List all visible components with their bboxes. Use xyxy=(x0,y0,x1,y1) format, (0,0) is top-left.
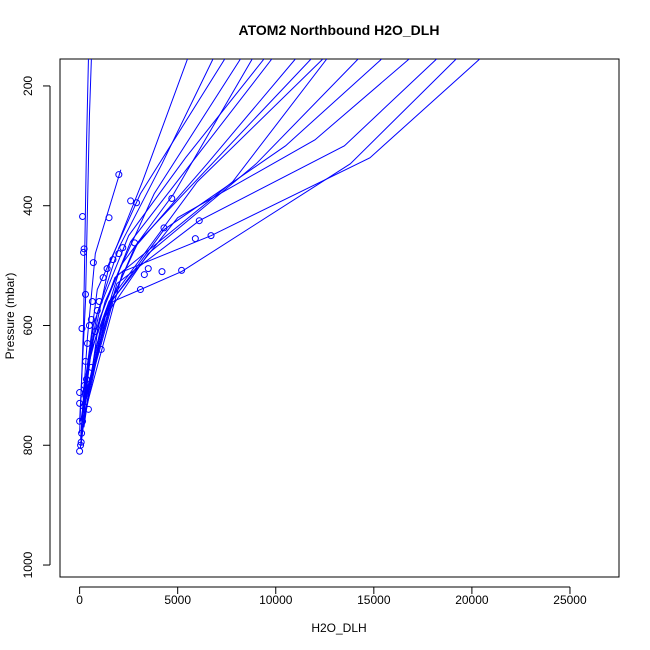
data-point-19 xyxy=(115,250,123,258)
data-point-6 xyxy=(195,217,203,225)
plot-frame xyxy=(59,58,620,578)
x-tick-label: 5000 xyxy=(164,593,191,607)
data-point-43 xyxy=(97,345,105,353)
series-line-12 xyxy=(82,59,410,404)
data-point-4 xyxy=(80,245,88,253)
data-point-46 xyxy=(84,405,92,413)
plot-layer: 0 5000 10000 15000 20000 25000 200 400 600 800 100… xyxy=(21,58,620,607)
data-point-45 xyxy=(82,375,90,383)
series-line-8 xyxy=(83,59,296,410)
data-point-20 xyxy=(105,214,113,222)
data-point-2 xyxy=(79,213,87,220)
data-point-10 xyxy=(158,268,166,276)
series-line-20 xyxy=(81,59,324,425)
data-group xyxy=(76,59,481,455)
series-line-4 xyxy=(81,59,188,428)
series-line-5 xyxy=(82,59,214,410)
data-point-26 xyxy=(85,321,93,329)
series-line-6 xyxy=(80,59,241,446)
data-point-5 xyxy=(168,195,176,203)
data-point-23 xyxy=(95,298,103,306)
series-line-11 xyxy=(81,59,383,434)
data-point-37 xyxy=(76,389,84,397)
data-point-41 xyxy=(93,307,101,315)
data-point-47 xyxy=(87,363,95,371)
data-point-21 xyxy=(103,265,111,273)
data-point-48 xyxy=(109,256,117,264)
data-point-44 xyxy=(88,298,96,306)
x-tick-label: 15000 xyxy=(357,593,391,607)
data-point-35 xyxy=(76,417,84,425)
y-axis-label: Pressure (mbar) xyxy=(3,273,17,360)
data-point-18 xyxy=(119,244,127,252)
x-tick-label: 25000 xyxy=(553,593,587,607)
series-line-13 xyxy=(85,59,437,398)
chart-title: ATOM2 Northbound H2O_DLH xyxy=(239,22,440,38)
data-point-28 xyxy=(82,357,89,365)
data-point-25 xyxy=(87,316,95,323)
series-line-7 xyxy=(81,59,265,398)
data-point-14 xyxy=(136,286,144,294)
y-tick-label: 400 xyxy=(21,195,35,215)
data-point-15 xyxy=(131,239,139,247)
data-point-3 xyxy=(80,248,88,256)
y-tick-label: 600 xyxy=(21,315,35,335)
data-point-7 xyxy=(207,232,215,240)
y-tick-label: 800 xyxy=(21,435,35,455)
data-point-13 xyxy=(140,271,148,279)
data-point-32 xyxy=(78,429,86,437)
x-tick-label: 0 xyxy=(76,593,83,607)
data-point-22 xyxy=(99,274,107,282)
data-point-34 xyxy=(76,447,84,455)
y-tick-label: 200 xyxy=(21,76,35,96)
data-point-31 xyxy=(79,417,87,425)
data-point-39 xyxy=(78,324,86,332)
data-point-8 xyxy=(191,235,199,243)
data-point-1 xyxy=(115,171,123,179)
series-line-14 xyxy=(82,59,481,422)
data-point-17 xyxy=(127,197,135,205)
series-line-18 xyxy=(81,59,457,413)
data-point-27 xyxy=(83,339,91,347)
x-tick-label: 10000 xyxy=(259,593,293,607)
x-tick-label: 20000 xyxy=(455,593,489,607)
data-point-12 xyxy=(144,265,152,273)
y-tick-label: 1000 xyxy=(21,551,35,578)
x-axis-label: H2O_DLH xyxy=(311,621,366,635)
data-point-38 xyxy=(77,438,85,446)
data-point-9 xyxy=(160,224,168,232)
data-point-36 xyxy=(76,399,84,407)
data-point-11 xyxy=(178,266,186,274)
series-line-9 xyxy=(80,59,328,422)
series-line-17 xyxy=(84,59,312,407)
series-line-15 xyxy=(83,59,273,428)
data-point-42 xyxy=(91,327,99,335)
data-point-29 xyxy=(81,381,89,389)
data-point-24 xyxy=(89,259,97,267)
data-point-40 xyxy=(82,290,89,298)
